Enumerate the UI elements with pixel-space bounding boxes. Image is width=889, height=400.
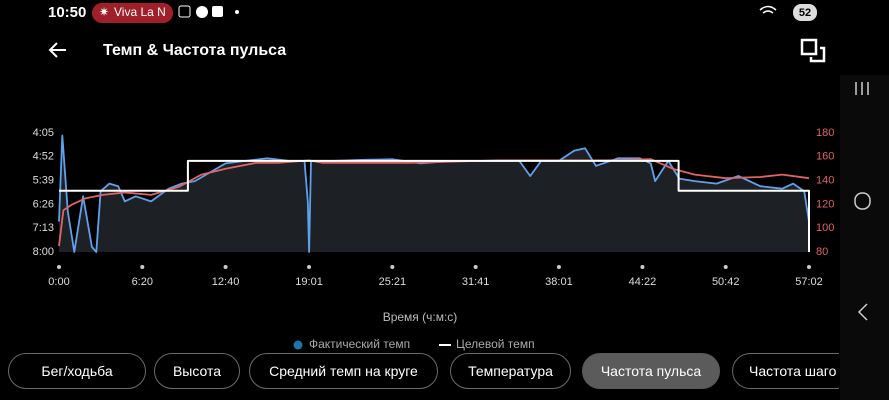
plot: 4:05 4:52 5:39 6:26 7:13 8:00 80 100 120 140 160 18… xyxy=(33,127,835,288)
x-tick-label: 57:02 xyxy=(795,276,823,288)
y2-tick-label: 100 xyxy=(816,222,834,234)
legend-label: Целевой темп xyxy=(456,337,535,351)
y-tick-label: 6:26 xyxy=(33,198,54,210)
x-tick xyxy=(57,265,61,269)
x-axis-label: Время (ч:м:с) xyxy=(383,310,458,324)
battery xyxy=(793,4,817,21)
y2-tick-label: 160 xyxy=(816,151,834,163)
x-tick-label: 19:01 xyxy=(295,276,323,288)
expand-button[interactable] xyxy=(800,38,826,63)
status-icon xyxy=(196,6,208,18)
notification-icon: ✷ xyxy=(99,5,109,19)
back-button[interactable] xyxy=(48,42,66,58)
wifi-icon xyxy=(759,5,777,14)
x-tick xyxy=(390,265,395,269)
y2-tick-label: 80 xyxy=(816,246,828,258)
notification-pill xyxy=(92,3,173,23)
y-tick-label: 4:05 xyxy=(33,127,54,139)
y-tick-label: 7:13 xyxy=(33,222,54,234)
pace-area xyxy=(59,135,809,252)
x-tick xyxy=(140,265,145,269)
x-tick-label: 25:21 xyxy=(379,276,407,288)
filter-button[interactable]: Высота xyxy=(154,353,240,389)
y2-tick-label: 180 xyxy=(816,127,834,139)
y-tick-label: 8:00 xyxy=(33,246,54,258)
filter-button[interactable]: Средний темп на круге xyxy=(249,353,438,389)
y-tick-label: 5:39 xyxy=(33,175,54,187)
x-tick xyxy=(473,265,478,269)
series-line xyxy=(58,158,810,247)
filter-button[interactable]: Бег/ходьба xyxy=(8,353,146,389)
nav-bar xyxy=(840,75,889,400)
legend-label: Фактический темп xyxy=(309,337,410,351)
legend: Фактический темп Целевой темп xyxy=(293,337,535,351)
x-tick xyxy=(223,265,228,269)
x-tick-label: 12:40 xyxy=(212,276,240,288)
x-tick xyxy=(723,265,728,269)
x-tick-label: 6:20 xyxy=(132,276,153,288)
legend-marker xyxy=(293,340,303,350)
x-tick-label: 31:41 xyxy=(462,276,490,288)
y2-tick-label: 120 xyxy=(816,198,834,210)
x-tick-label: 50:42 xyxy=(712,276,740,288)
y2-tick-label: 140 xyxy=(816,175,834,187)
x-tick-label: 44:22 xyxy=(629,276,657,288)
status-icon xyxy=(178,5,191,18)
status-icon xyxy=(212,6,223,17)
battery-level: 52 xyxy=(799,7,811,19)
x-tick-label: 38:01 xyxy=(545,276,573,288)
series-line xyxy=(59,159,810,252)
status-dot xyxy=(235,10,239,14)
filter-button[interactable]: Температура xyxy=(450,353,571,389)
status-time: 10:50 xyxy=(48,4,86,21)
filter-button[interactable]: Частота пульса xyxy=(582,353,720,389)
filter-button[interactable]: Частота шаго xyxy=(732,353,839,389)
y-tick-label: 4:52 xyxy=(33,151,54,163)
x-tick-label: 0:00 xyxy=(48,276,69,288)
x-tick xyxy=(556,265,561,269)
x-tick xyxy=(307,265,312,269)
x-tick xyxy=(807,265,811,269)
notification-text: Viva La N xyxy=(114,5,166,19)
nav-icons xyxy=(854,82,871,321)
page-title: Темп & Частота пульса xyxy=(103,42,286,59)
x-tick xyxy=(640,265,645,269)
